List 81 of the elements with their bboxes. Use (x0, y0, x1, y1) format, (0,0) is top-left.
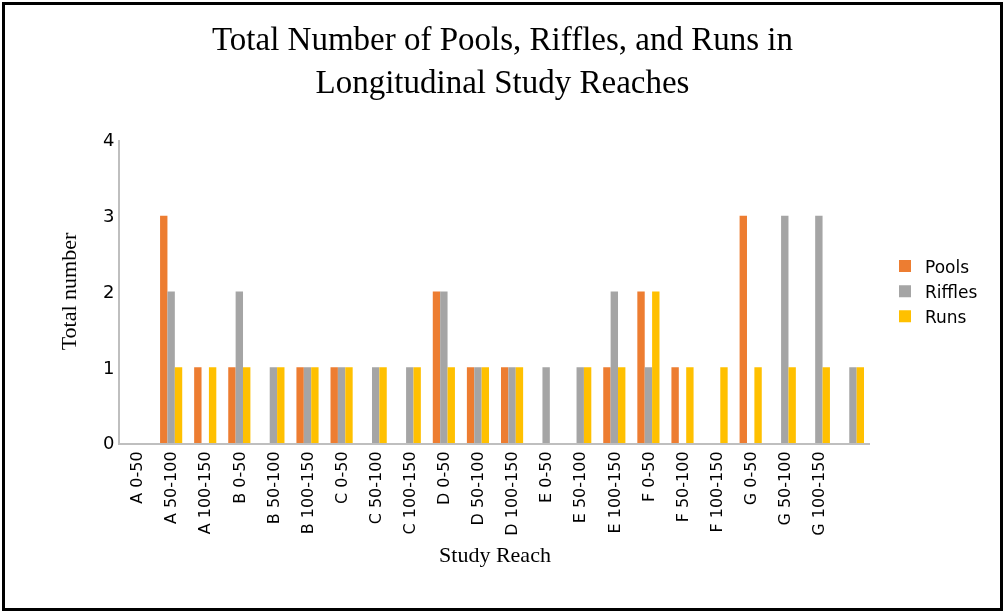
chart-title: Total Number of Pools, Riffles, and Runs in Longitudinal Study Reaches (212, 21, 793, 101)
bar (296, 367, 304, 443)
bar (303, 367, 312, 443)
bar (603, 367, 611, 443)
bar (371, 367, 380, 443)
y-tick-label: 4 (102, 129, 115, 151)
bar (652, 291, 660, 443)
bar (311, 367, 319, 443)
x-axis-title: Study Reach (439, 542, 551, 568)
x-tick-label: C 0-50 (331, 451, 351, 504)
x-tick-label: E 50-100 (570, 451, 590, 524)
x-tick-label: B 100-150 (297, 451, 317, 535)
bar (500, 367, 509, 443)
bar (849, 367, 857, 443)
x-tick-label: C 50-100 (365, 451, 385, 525)
x-tick-label: F 0-50 (638, 451, 658, 503)
bar (269, 367, 278, 443)
x-tick-label: E 0-50 (536, 451, 556, 503)
x-tick-label: A 50-100 (161, 451, 181, 525)
bar (345, 367, 353, 443)
y-axis-title: Total number (56, 232, 82, 351)
x-tick-label: D 100-150 (502, 451, 522, 536)
x-tick-label: A 0-50 (127, 451, 147, 504)
bar (508, 367, 516, 443)
bar (644, 367, 653, 443)
bar (481, 367, 490, 443)
bar (167, 291, 175, 443)
bar (474, 367, 482, 443)
bar (440, 291, 448, 443)
bar (413, 367, 421, 443)
x-tick-label: F 50-100 (672, 451, 692, 523)
x-tick-label: A 100-150 (195, 451, 215, 535)
bar (466, 367, 475, 443)
x-tick-label: F 100-150 (706, 451, 726, 533)
bar (406, 367, 414, 443)
y-tick-label: 0 (102, 432, 115, 454)
bar (754, 367, 762, 443)
bar (228, 367, 236, 443)
x-tick-label: C 100-150 (399, 451, 419, 535)
bar (815, 215, 823, 443)
bar (194, 367, 202, 443)
bar (671, 367, 679, 443)
bar (235, 291, 244, 443)
x-tick-label: G 100-150 (809, 451, 829, 536)
bar (160, 215, 168, 443)
bar (720, 367, 728, 443)
bar (583, 367, 592, 443)
y-tick-label: 3 (102, 205, 115, 227)
x-tick-label: E 100-150 (604, 451, 624, 534)
x-tick-label: B 50-100 (263, 451, 283, 525)
bar (174, 367, 183, 443)
bar (739, 215, 747, 443)
bar (788, 367, 796, 443)
bar (243, 367, 251, 443)
x-tick-label: D 0-50 (434, 451, 454, 506)
bar (856, 367, 865, 443)
bar (330, 367, 338, 443)
bar (637, 291, 645, 443)
y-tick-label: 1 (102, 356, 115, 378)
bar (781, 215, 789, 443)
bar (447, 367, 455, 443)
x-tick-label: B 0-50 (229, 451, 249, 504)
bar (515, 367, 524, 443)
bar (542, 367, 550, 443)
legend-label: Pools (925, 256, 970, 277)
bar (277, 367, 285, 443)
x-tick-label: G 50-100 (774, 451, 794, 526)
bar (686, 367, 694, 443)
bar (618, 367, 626, 443)
y-tick-label: 2 (102, 280, 115, 302)
bar (379, 367, 387, 443)
bar (208, 367, 217, 443)
bar (337, 367, 346, 443)
bar (610, 291, 619, 443)
x-tick-label: D 50-100 (468, 451, 488, 526)
legend-label: Runs (925, 306, 967, 327)
bar (822, 367, 830, 443)
legend-label: Riffles (925, 281, 978, 302)
bar (576, 367, 584, 443)
x-tick-label: G 0-50 (740, 451, 760, 506)
bar (432, 291, 441, 443)
